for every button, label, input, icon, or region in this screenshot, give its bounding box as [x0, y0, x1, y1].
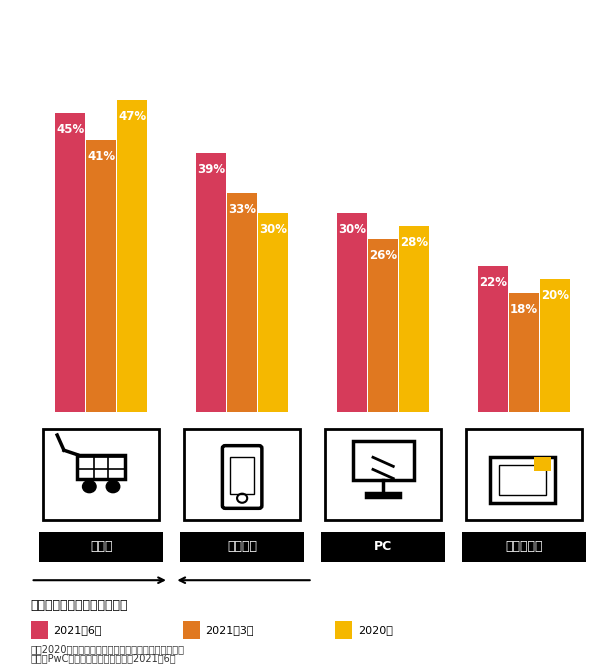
- Text: 縮まるモバイルと実店舗の差: 縮まるモバイルと実店舗の差: [31, 598, 128, 612]
- Text: 30%: 30%: [259, 223, 287, 236]
- Bar: [31, 621, 48, 639]
- Bar: [230, 458, 254, 493]
- Text: 20%: 20%: [541, 289, 569, 303]
- Bar: [335, 621, 352, 639]
- Text: 注：2020年は都市部のトレンド調査に重点を置いた。: 注：2020年は都市部のトレンド調査に重点を置いた。: [31, 644, 185, 654]
- Bar: [535, 458, 551, 471]
- FancyBboxPatch shape: [466, 429, 582, 520]
- FancyBboxPatch shape: [185, 429, 300, 520]
- Bar: [352, 441, 414, 480]
- Text: 2021年3月: 2021年3月: [205, 625, 254, 635]
- Text: モバイル: モバイル: [227, 541, 257, 553]
- Text: 30%: 30%: [338, 223, 366, 236]
- Text: 出所：PwC、世界の消費者意識調査2021年6月: 出所：PwC、世界の消費者意識調査2021年6月: [31, 652, 177, 662]
- Bar: [321, 532, 445, 562]
- Text: 47%: 47%: [118, 110, 147, 123]
- Text: 実店舗: 実店舗: [90, 541, 112, 553]
- Bar: [541, 279, 570, 412]
- Bar: [196, 153, 226, 412]
- Text: 41%: 41%: [87, 150, 115, 163]
- Text: PC: PC: [374, 541, 392, 553]
- Bar: [118, 100, 147, 412]
- Circle shape: [83, 481, 96, 493]
- Bar: [462, 532, 586, 562]
- Text: 45%: 45%: [56, 123, 84, 136]
- Bar: [55, 113, 85, 412]
- Text: 26%: 26%: [369, 249, 397, 263]
- Bar: [227, 193, 257, 412]
- Bar: [509, 293, 539, 412]
- Text: 2021年6月: 2021年6月: [53, 625, 102, 635]
- Text: 28%: 28%: [400, 236, 428, 249]
- Text: 33%: 33%: [228, 203, 256, 216]
- Bar: [39, 532, 163, 562]
- Bar: [490, 458, 555, 503]
- Text: 2020年: 2020年: [358, 625, 392, 635]
- FancyBboxPatch shape: [326, 429, 441, 520]
- Bar: [259, 213, 288, 412]
- Circle shape: [106, 481, 120, 493]
- Bar: [86, 140, 116, 412]
- Text: 22%: 22%: [479, 276, 507, 289]
- Bar: [180, 532, 304, 562]
- Bar: [499, 465, 546, 495]
- Bar: [368, 239, 398, 412]
- Text: 18%: 18%: [510, 303, 538, 316]
- Bar: [337, 213, 367, 412]
- FancyBboxPatch shape: [44, 429, 159, 520]
- Text: タブレット: タブレット: [505, 541, 543, 553]
- Text: 39%: 39%: [197, 163, 225, 176]
- Bar: [77, 455, 125, 479]
- Bar: [400, 226, 429, 412]
- Bar: [183, 621, 200, 639]
- Bar: [478, 266, 508, 412]
- FancyBboxPatch shape: [223, 446, 262, 508]
- Bar: [366, 493, 400, 497]
